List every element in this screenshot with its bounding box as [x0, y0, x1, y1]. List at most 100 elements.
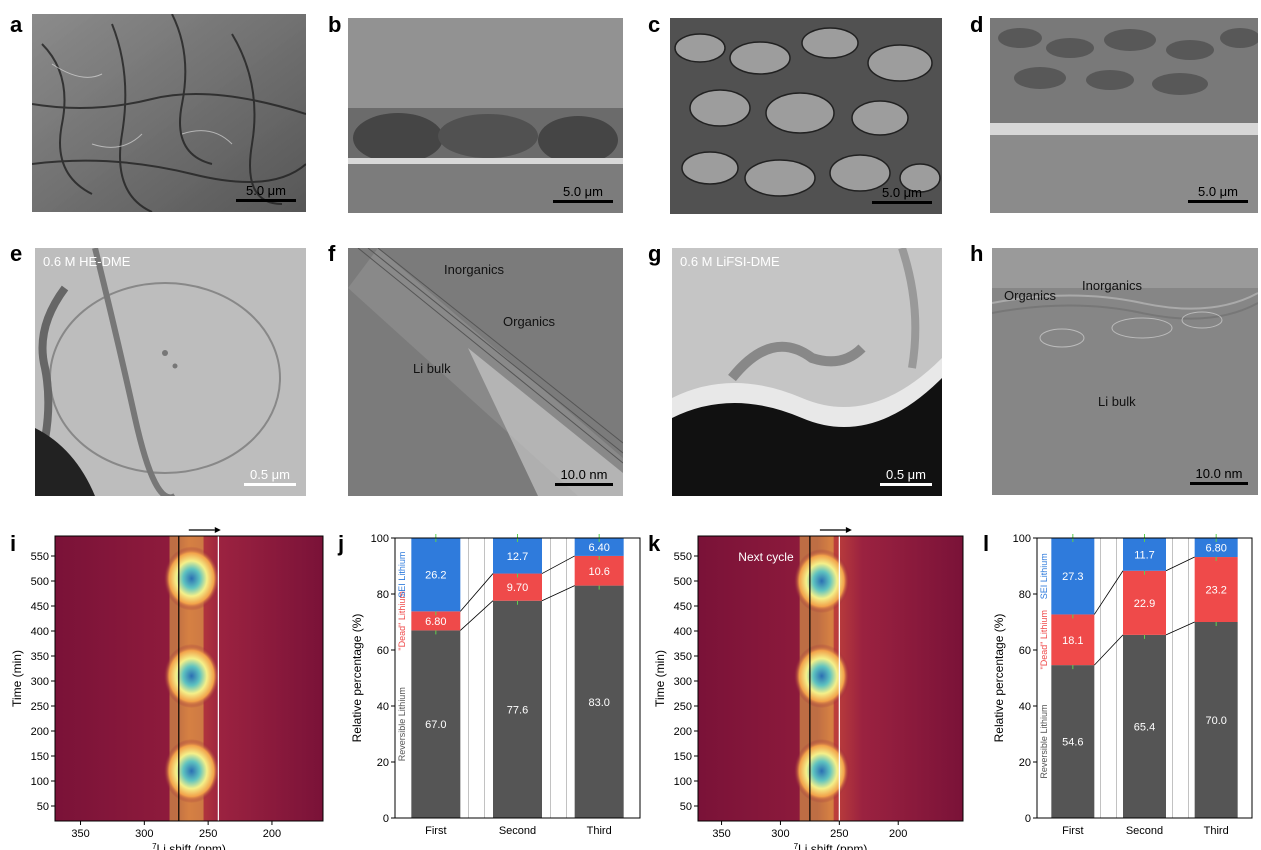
y-tick-label: 250 — [674, 701, 692, 713]
y-axis-label: Relative percentage (%) — [350, 614, 364, 743]
stack-bar-segment — [411, 538, 461, 612]
data-label: 9.70 — [507, 582, 528, 594]
category-label: Second — [499, 825, 536, 837]
stack-bar-segment — [1051, 614, 1095, 666]
panel-label-f: f — [328, 241, 336, 266]
x-tick-label: 350 — [712, 828, 730, 840]
category-label: First — [425, 825, 446, 837]
annotation-organics-f: Organics — [503, 314, 556, 329]
tem-image-f: Inorganics Organics Li bulk 10.0 nm — [348, 248, 623, 496]
data-label: 65.4 — [1134, 721, 1155, 733]
scale-bar-c: 5.0 μm — [872, 185, 932, 204]
data-label: 26.2 — [425, 570, 446, 582]
heatmap-peak — [163, 546, 220, 611]
heatmap-chart-i: 350 300 250 200 50 100 150 200 250 300 350 400 450 50… — [10, 527, 324, 850]
y-axis-label: Time (min) — [653, 650, 667, 707]
sem-image-d: 5.0 μm — [990, 18, 1258, 213]
stack-bar-segment — [1123, 538, 1166, 571]
data-label: 10.6 — [588, 566, 609, 578]
stack-bar-segment — [1123, 634, 1166, 818]
y-tick-label: 450 — [31, 601, 49, 613]
data-label: 22.9 — [1134, 598, 1155, 610]
panel-label-i: i — [10, 531, 17, 556]
y-tick-label: 400 — [31, 626, 49, 638]
panel-title-g: 0.6 M LiFSI-DME — [680, 254, 780, 269]
tem-image-h: Organics Inorganics Li bulk 10.0 nm — [992, 248, 1258, 495]
panel-label-a: a — [10, 12, 23, 37]
y-tick-label: 500 — [31, 576, 49, 588]
stack-bar-segment — [574, 538, 624, 556]
data-label: 6.80 — [1205, 543, 1226, 555]
x-tick-label: 250 — [199, 828, 217, 840]
panel-label-h: h — [970, 241, 984, 266]
annotation-inorganics-h: Inorganics — [1082, 278, 1142, 293]
category-label: Second — [1126, 825, 1163, 837]
scale-bar-d: 5.0 μm — [1188, 184, 1248, 203]
panel-label-j: j — [338, 531, 345, 556]
y-tick-label: 100 — [31, 776, 49, 788]
heatmap-peak — [793, 549, 850, 613]
series-label: SEI Lithium — [397, 552, 407, 598]
data-label: 27.3 — [1062, 571, 1083, 583]
y-tick-label: 200 — [31, 726, 49, 738]
scale-bar-g: 0.5 μm — [880, 467, 932, 486]
stack-bar-segment — [574, 555, 624, 586]
heatmap-peak — [163, 739, 220, 803]
sem-image-b: 5.0 μm — [348, 18, 623, 213]
heatmap-peak — [163, 644, 220, 708]
stack-bar-segment — [1194, 557, 1238, 622]
heatmap-peak — [793, 644, 850, 708]
panel-label-c: c — [648, 12, 661, 37]
heatmap-peak — [793, 739, 850, 803]
y-tick-label: 100 — [1013, 533, 1031, 545]
data-label: 12.7 — [507, 551, 528, 563]
x-tick-label: 300 — [771, 828, 789, 840]
x-tick-label: 250 — [830, 828, 848, 840]
connector-line — [1165, 556, 1195, 572]
y-tick-label: 20 — [377, 757, 389, 769]
bar-chart-l: 54.6 18.1 27.3 First 65.4 22.9 11.7 Second 70.0 2… — [992, 533, 1253, 837]
y-tick-label: 0 — [1025, 813, 1031, 825]
series-label: "Dead" Lithium — [397, 591, 407, 650]
scale-bar-h: 10.0 nm — [1190, 466, 1248, 485]
y-tick-label: 80 — [1019, 589, 1031, 601]
stack-bar-segment — [411, 630, 461, 818]
y-tick-label: 40 — [377, 701, 389, 713]
y-tick-label: 300 — [31, 676, 49, 688]
panel-label-d: d — [970, 12, 984, 37]
series-label: Reversible Lithium — [397, 687, 407, 761]
y-tick-label: 80 — [377, 589, 389, 601]
shift-arrow-head — [214, 527, 221, 533]
scale-bar-f: 10.0 nm — [555, 467, 613, 486]
annotation-inorganics-f: Inorganics — [444, 262, 504, 277]
panel-title-e: 0.6 M HE-DME — [43, 254, 131, 269]
y-tick-label: 0 — [383, 813, 389, 825]
annotation-li-bulk-h: Li bulk — [1098, 394, 1136, 409]
y-tick-label: 250 — [31, 701, 49, 713]
y-axis-label: Relative percentage (%) — [992, 614, 1006, 743]
y-tick-label: 60 — [1019, 645, 1031, 657]
stack-bar-segment — [574, 585, 624, 818]
y-tick-label: 200 — [674, 726, 692, 738]
panel-label-k: k — [648, 531, 661, 556]
stack-bar-segment — [1194, 622, 1238, 818]
data-label: 11.7 — [1134, 549, 1155, 561]
category-label: First — [1062, 825, 1083, 837]
y-tick-label: 20 — [1019, 757, 1031, 769]
heatmap-chart-k: 350 300 250 200 50 100 150 200 250 300 350 400 450 50… — [653, 527, 964, 850]
stack-bar-segment — [493, 600, 542, 818]
stack-bar-segment — [493, 573, 542, 601]
x-tick-label: 350 — [71, 828, 89, 840]
x-tick-label: 300 — [135, 828, 153, 840]
category-label: Third — [587, 825, 612, 837]
x-tick-label: 200 — [263, 828, 281, 840]
stack-bar-segment — [1051, 665, 1095, 818]
scale-bar-b: 5.0 μm — [553, 184, 613, 203]
next-cycle-annotation: Next cycle — [738, 550, 794, 564]
data-label: 70.0 — [1205, 715, 1226, 727]
y-tick-label: 350 — [31, 651, 49, 663]
x-tick-label: 200 — [889, 828, 907, 840]
tem-image-g: 0.6 M LiFSI-DME 0.5 μm — [672, 248, 942, 496]
y-tick-label: 350 — [674, 651, 692, 663]
stack-bar-segment — [1123, 570, 1166, 635]
